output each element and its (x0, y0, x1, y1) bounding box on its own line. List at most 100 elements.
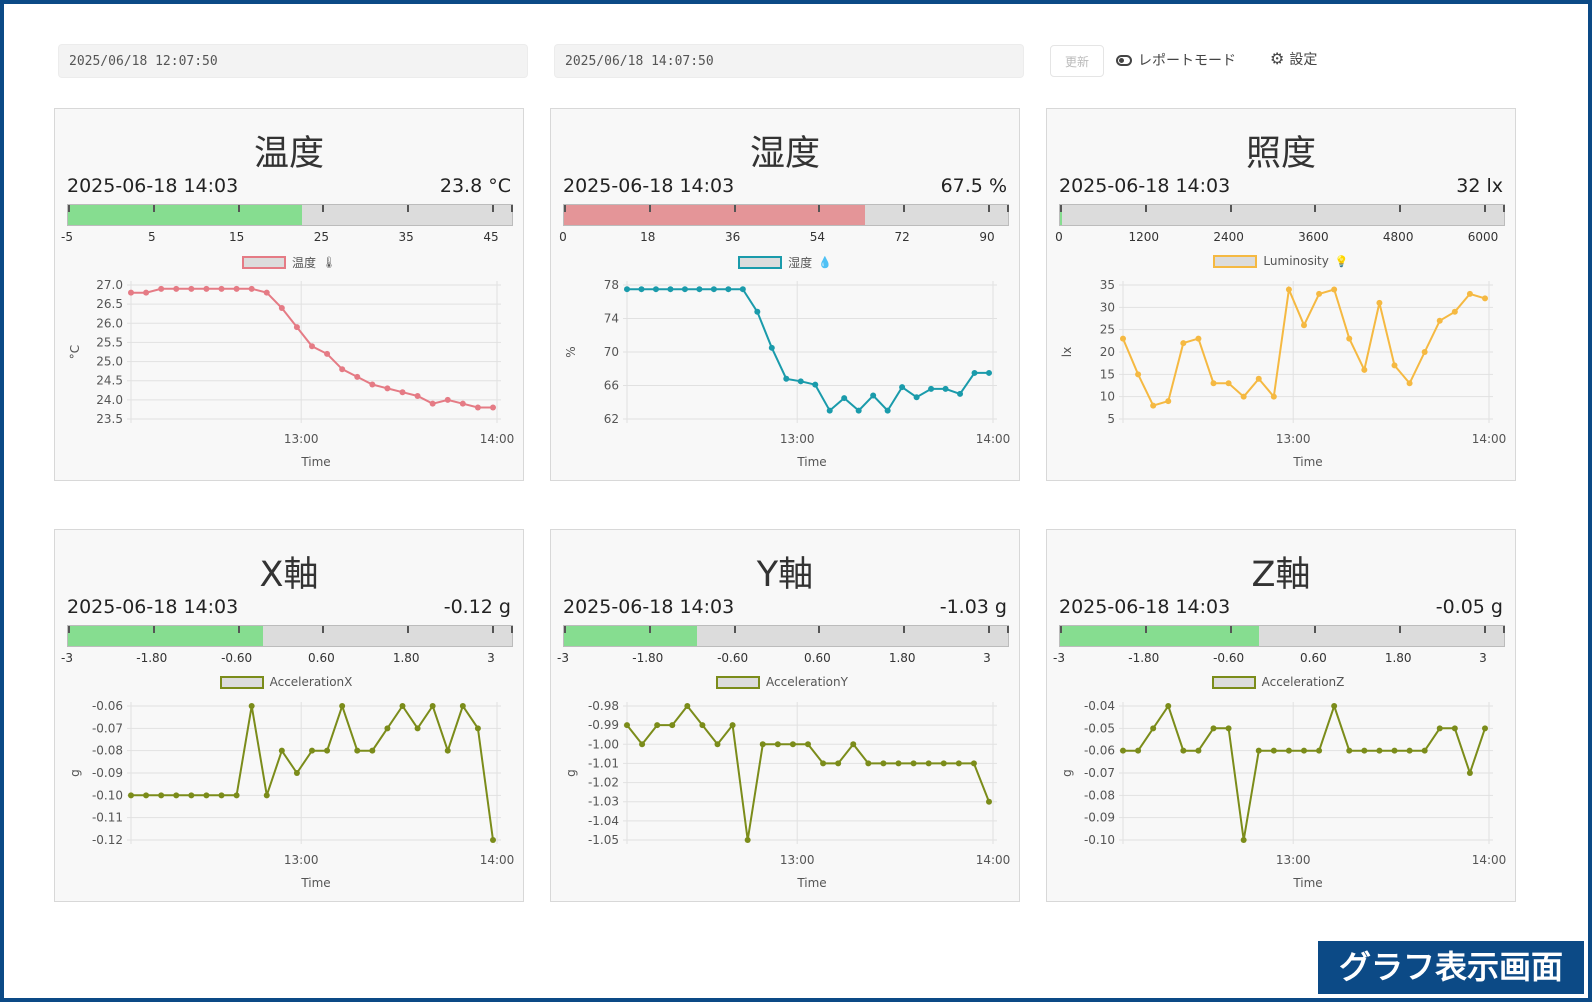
data-point[interactable] (1210, 725, 1217, 732)
data-point[interactable] (1285, 747, 1292, 754)
data-point[interactable] (729, 722, 736, 729)
data-point[interactable] (1376, 747, 1383, 754)
data-point[interactable] (1135, 747, 1142, 754)
data-point[interactable] (1301, 322, 1307, 329)
data-point[interactable] (681, 286, 688, 293)
data-point[interactable] (309, 343, 315, 350)
data-point[interactable] (899, 384, 906, 391)
data-point[interactable] (850, 741, 857, 748)
data-point[interactable] (158, 792, 165, 799)
data-point[interactable] (263, 289, 270, 296)
data-point[interactable] (248, 703, 255, 709)
data-point[interactable] (895, 760, 902, 767)
data-point[interactable] (1165, 703, 1172, 709)
data-point[interactable] (173, 285, 180, 292)
data-point[interactable] (1421, 747, 1428, 754)
data-point[interactable] (474, 725, 481, 732)
data-point[interactable] (835, 760, 842, 767)
data-point[interactable] (1240, 837, 1247, 843)
data-point[interactable] (1270, 393, 1277, 400)
data-point[interactable] (1135, 371, 1142, 378)
chart-legend[interactable]: 温度 🌡 (55, 254, 523, 271)
data-point[interactable] (143, 792, 150, 799)
data-point[interactable] (1361, 366, 1368, 373)
data-point[interactable] (797, 378, 804, 385)
data-point[interactable] (639, 741, 646, 748)
data-point[interactable] (754, 308, 761, 315)
data-point[interactable] (768, 344, 775, 351)
data-point[interactable] (667, 286, 674, 293)
data-point[interactable] (218, 285, 225, 292)
data-point[interactable] (384, 725, 391, 732)
data-point[interactable] (218, 792, 225, 799)
data-point[interactable] (1225, 380, 1232, 387)
data-point[interactable] (414, 393, 421, 400)
data-point[interactable] (158, 285, 165, 292)
data-point[interactable] (826, 407, 833, 414)
data-point[interactable] (1150, 725, 1157, 732)
data-point[interactable] (128, 792, 134, 799)
data-point[interactable] (1331, 703, 1338, 709)
data-point[interactable] (293, 770, 300, 776)
data-point[interactable] (429, 703, 436, 709)
update-button[interactable]: 更新 (1050, 45, 1104, 77)
data-point[interactable] (1270, 747, 1277, 754)
data-point[interactable] (429, 400, 436, 407)
data-point[interactable] (1255, 375, 1262, 382)
data-point[interactable] (233, 792, 240, 799)
data-point[interactable] (638, 286, 645, 293)
data-point[interactable] (1165, 398, 1172, 405)
data-point[interactable] (474, 404, 481, 411)
data-point[interactable] (1482, 725, 1488, 732)
data-point[interactable] (1391, 747, 1398, 754)
data-point[interactable] (1346, 335, 1353, 342)
data-point[interactable] (203, 792, 210, 799)
data-point[interactable] (971, 369, 978, 376)
data-point[interactable] (188, 792, 195, 799)
data-point[interactable] (624, 722, 630, 729)
data-point[interactable] (414, 725, 421, 732)
data-point[interactable] (324, 350, 331, 357)
data-point[interactable] (942, 385, 949, 392)
data-point[interactable] (739, 286, 746, 293)
data-point[interactable] (399, 389, 406, 396)
data-point[interactable] (805, 741, 811, 748)
chart-legend[interactable]: AccelerationZ (1047, 675, 1515, 689)
data-point[interactable] (1225, 725, 1232, 732)
data-point[interactable] (1482, 295, 1488, 302)
data-point[interactable] (309, 747, 315, 754)
data-point[interactable] (399, 703, 406, 709)
data-point[interactable] (1391, 362, 1398, 369)
data-point[interactable] (203, 285, 210, 292)
data-point[interactable] (1466, 770, 1473, 776)
data-point[interactable] (652, 286, 659, 293)
data-point[interactable] (1120, 335, 1126, 342)
data-point[interactable] (369, 381, 376, 388)
data-point[interactable] (699, 722, 706, 729)
data-point[interactable] (624, 286, 630, 293)
data-point[interactable] (490, 404, 496, 411)
data-point[interactable] (339, 366, 346, 373)
data-point[interactable] (710, 286, 717, 293)
data-point[interactable] (459, 703, 466, 709)
data-point[interactable] (744, 837, 751, 843)
data-point[interactable] (820, 760, 827, 767)
data-point[interactable] (725, 286, 732, 293)
data-point[interactable] (812, 381, 819, 388)
chart-legend[interactable]: AccelerationX (55, 675, 523, 689)
chart-legend[interactable]: AccelerationY (551, 675, 1019, 689)
data-point[interactable] (1210, 380, 1217, 387)
data-point[interactable] (278, 304, 285, 311)
data-point[interactable] (1316, 747, 1323, 754)
data-point[interactable] (714, 741, 721, 748)
data-point[interactable] (928, 385, 935, 392)
data-point[interactable] (986, 369, 992, 376)
data-point[interactable] (1436, 317, 1443, 324)
data-point[interactable] (369, 747, 376, 754)
data-point[interactable] (354, 747, 361, 754)
data-point[interactable] (1466, 290, 1473, 297)
data-point[interactable] (384, 385, 391, 392)
data-point[interactable] (841, 395, 848, 402)
data-point[interactable] (1451, 308, 1458, 315)
data-point[interactable] (354, 373, 361, 380)
